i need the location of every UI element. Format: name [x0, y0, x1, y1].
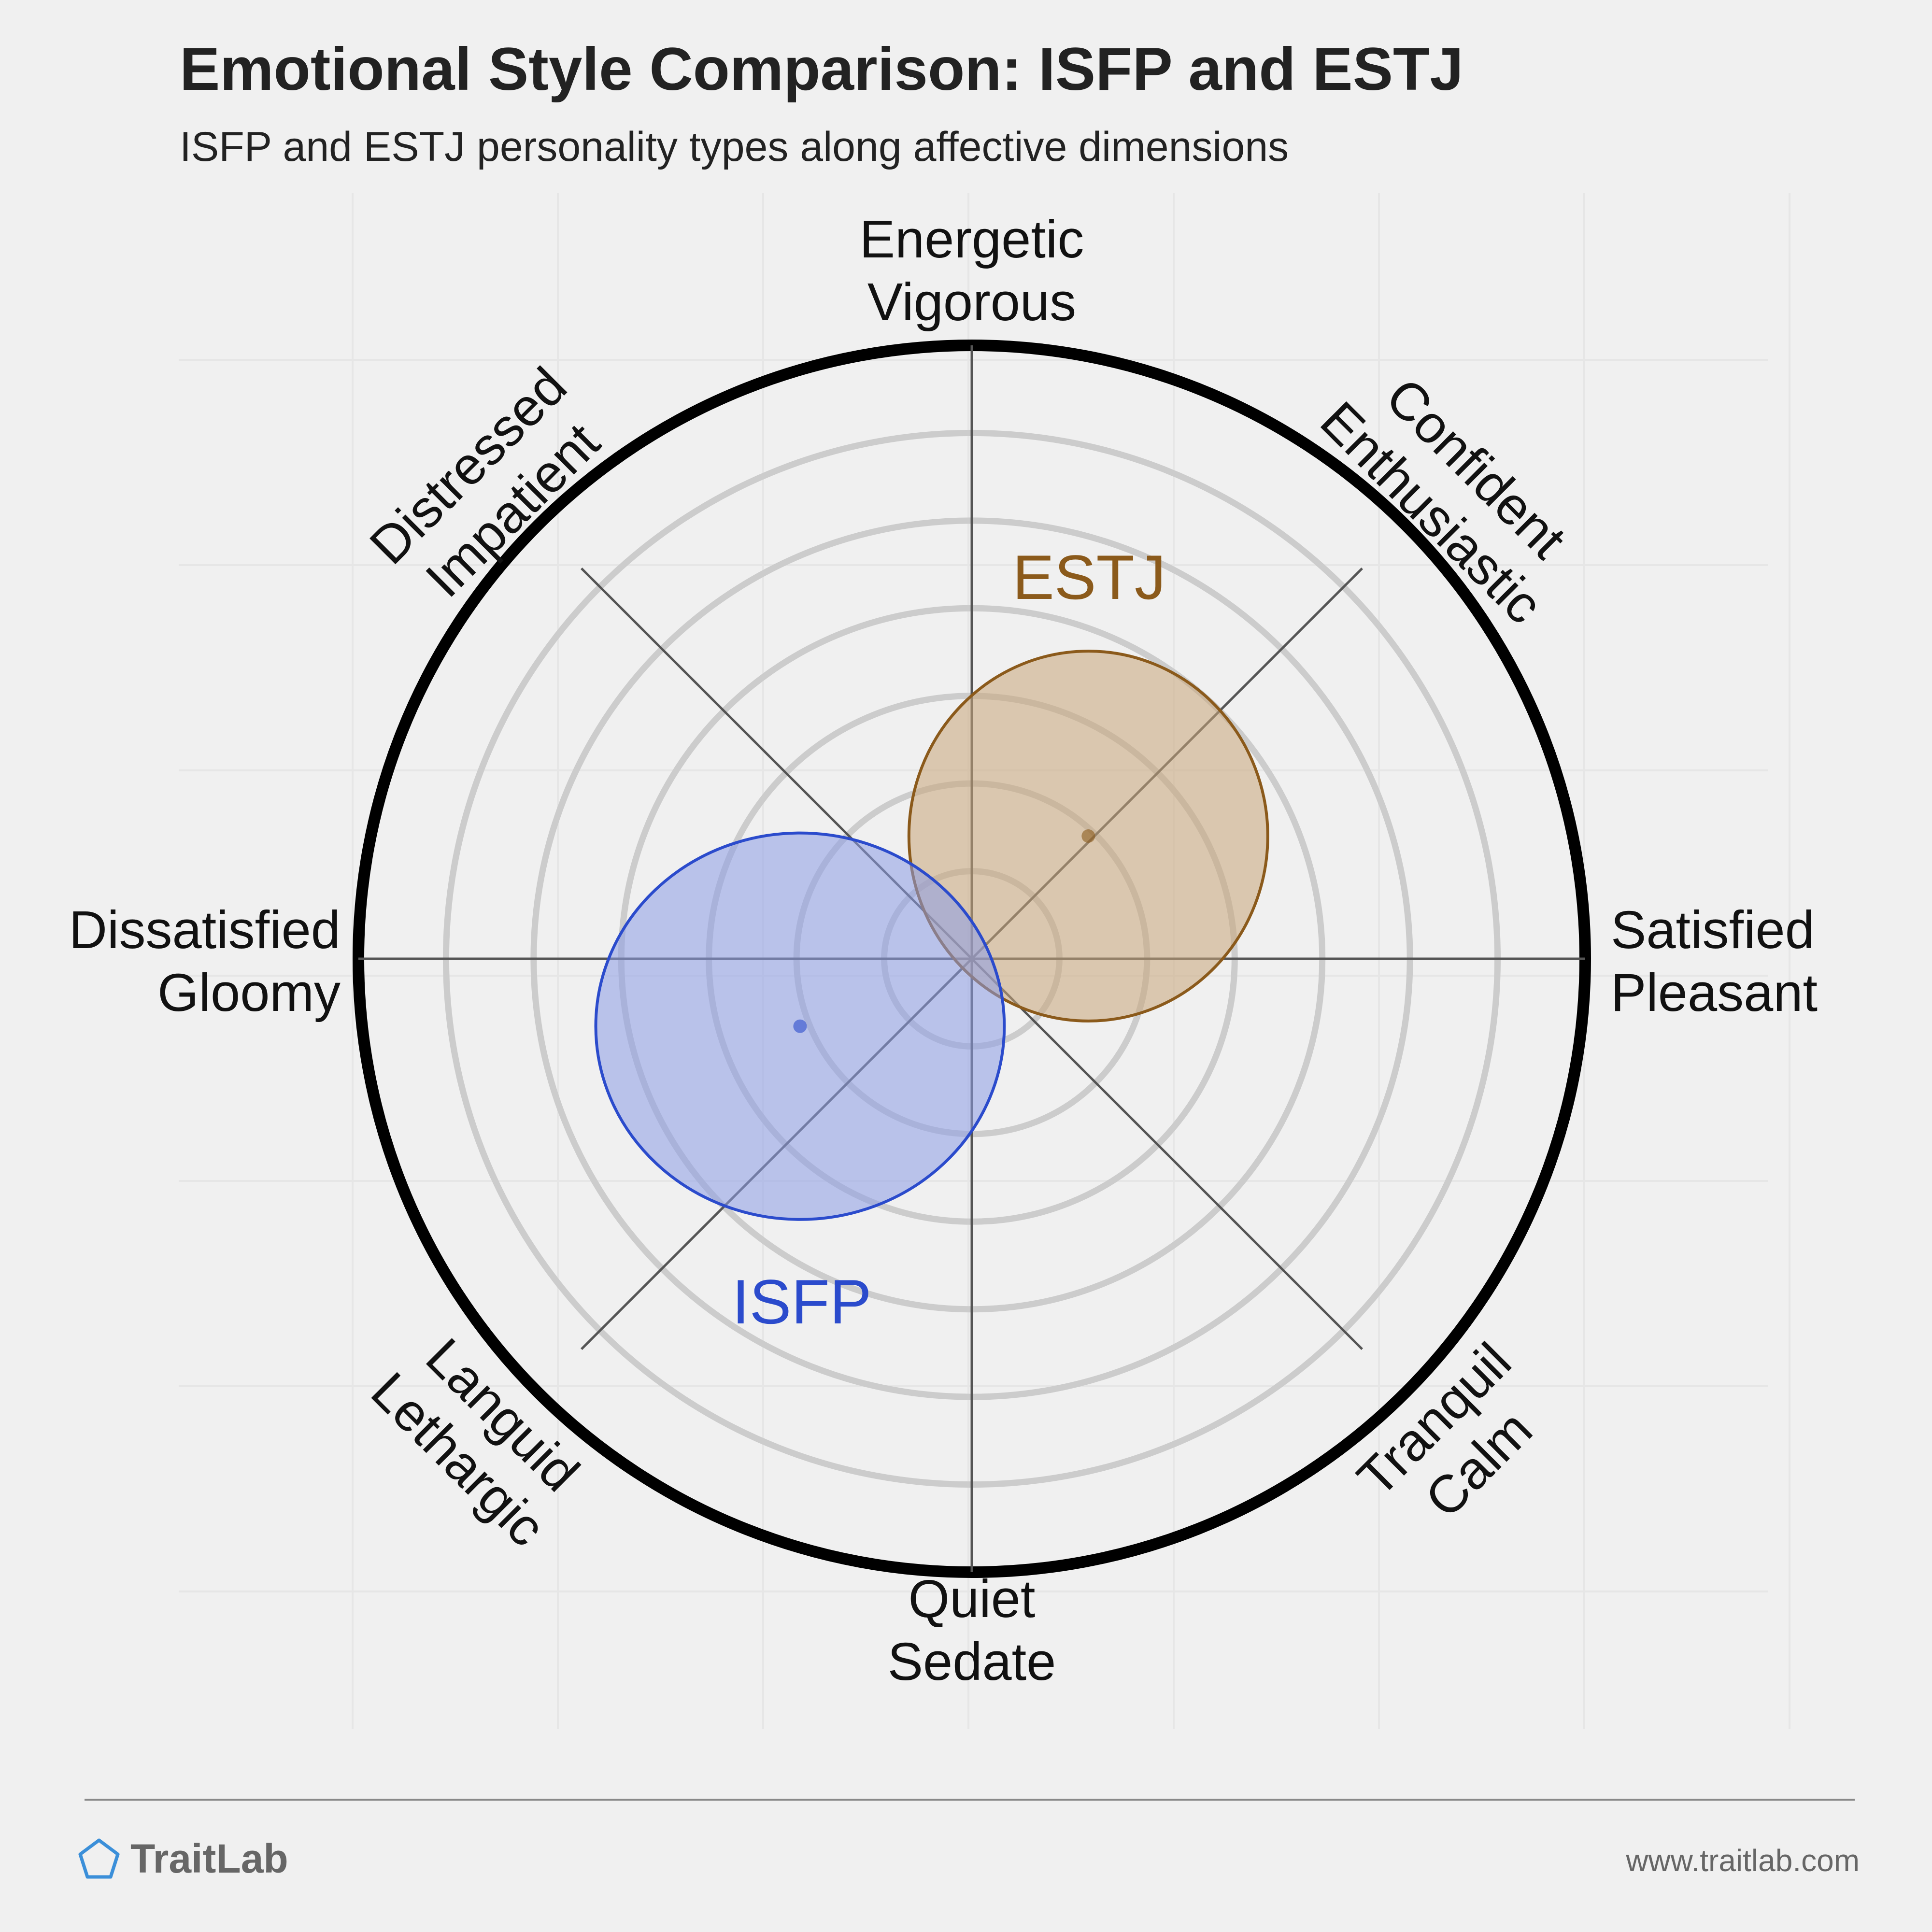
page-title: Emotional Style Comparison: ISFP and EST…: [180, 36, 1463, 103]
footer-divider: [85, 1799, 1855, 1801]
axis-label-text: Gloomy: [157, 963, 341, 1023]
series-label-isfp: ISFP: [732, 1266, 872, 1337]
footer-url[interactable]: www.traitlab.com: [1626, 1843, 1860, 1878]
axis-label-text: Pleasant: [1611, 963, 1818, 1023]
series-label-estj: ESTJ: [1012, 542, 1166, 612]
axis-label-text: Satisfied: [1611, 900, 1815, 960]
brand: TraitLab: [77, 1835, 288, 1882]
brand-name: TraitLab: [130, 1836, 288, 1881]
series-center-isfp: [793, 1019, 807, 1033]
axis-label-text: Vigorous: [867, 272, 1076, 332]
page-subtitle: ISFP and ESTJ personality types along af…: [180, 124, 1289, 170]
axis-label-text: Energetic: [860, 210, 1084, 269]
series-labels: ESTJ ISFP: [732, 542, 1166, 1337]
axis-label-text: Quiet: [909, 1569, 1036, 1629]
series-layer: [594, 650, 1269, 1221]
axis-label-text: Dissatisfied: [69, 900, 341, 960]
pentagon-logo-icon: [78, 1838, 120, 1878]
series-center-estj: [1081, 829, 1095, 843]
axis-label-text: Sedate: [888, 1632, 1056, 1691]
